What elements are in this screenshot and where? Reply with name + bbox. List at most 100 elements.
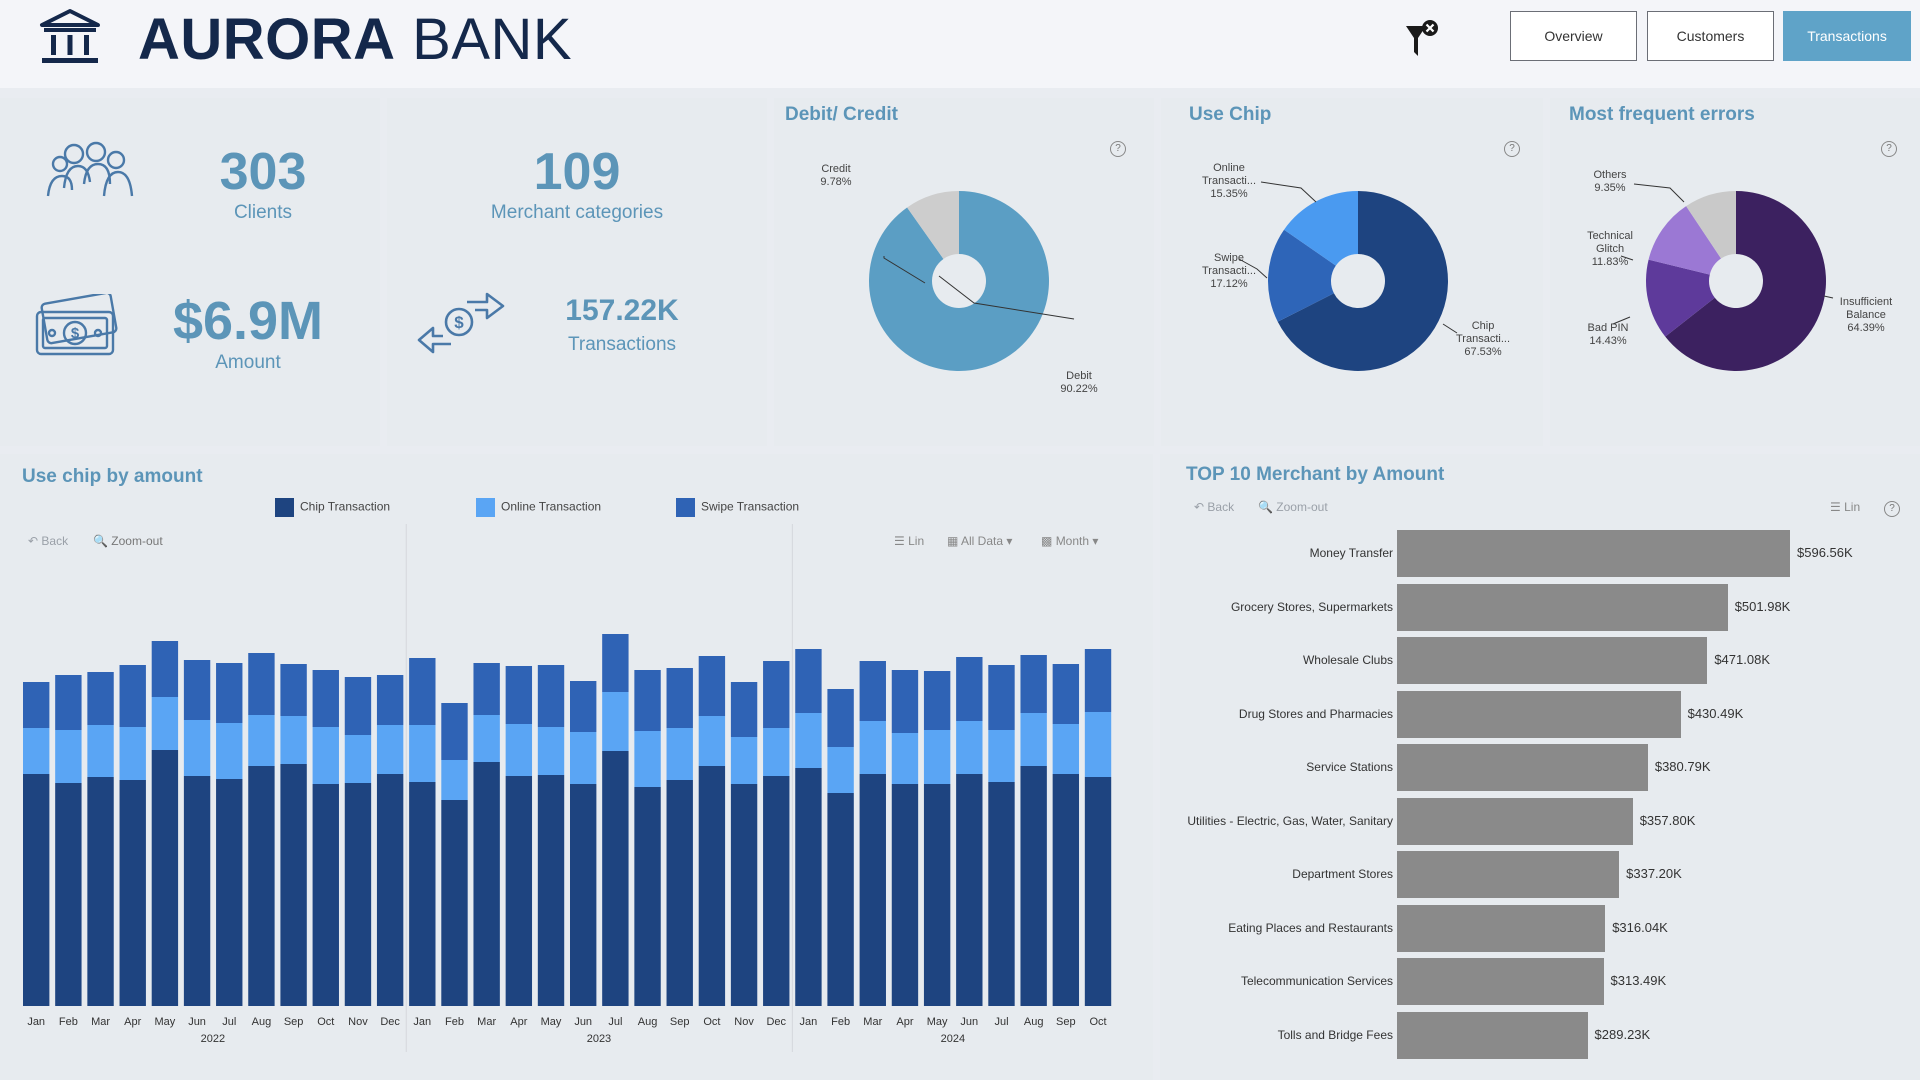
bar-swipe-transaction[interactable] xyxy=(441,703,468,760)
month-dropdown[interactable]: ▩ Month ▾ xyxy=(1041,534,1098,548)
zoom-out-button[interactable]: 🔍 Zoom-out xyxy=(93,534,163,548)
bar-chip-transaction[interactable] xyxy=(1084,777,1112,1006)
bar-chip-transaction[interactable] xyxy=(23,774,50,1006)
back-button[interactable]: ↶ Back xyxy=(28,534,69,548)
bar-swipe-transaction[interactable] xyxy=(891,670,919,733)
bar-chip-transaction[interactable] xyxy=(795,768,822,1006)
bar-swipe-transaction[interactable] xyxy=(1084,649,1112,712)
bar-swipe-transaction[interactable] xyxy=(956,657,983,721)
merchant-bar-utilities-electric-gas-water-sanitary[interactable] xyxy=(1397,797,1633,845)
bar-chip-transaction[interactable] xyxy=(505,776,533,1006)
bar-swipe-transaction[interactable] xyxy=(570,681,597,732)
help-icon[interactable]: ? xyxy=(1884,501,1900,517)
slice-swipe-transaction[interactable] xyxy=(1268,229,1336,322)
slice-technical-glitch[interactable] xyxy=(1648,206,1722,275)
bar-online-transaction[interactable] xyxy=(698,716,726,766)
bar-chip-transaction[interactable] xyxy=(55,783,82,1006)
bar-chip-transaction[interactable] xyxy=(87,777,114,1006)
bar-online-transaction[interactable] xyxy=(119,727,146,780)
bar-online-transaction[interactable] xyxy=(409,725,436,782)
help-icon[interactable]: ? xyxy=(1504,141,1520,157)
slice-insufficient-balance[interactable] xyxy=(1665,191,1826,371)
bar-online-transaction[interactable] xyxy=(441,760,468,800)
bar-chip-transaction[interactable] xyxy=(827,793,854,1006)
bar-online-transaction[interactable] xyxy=(891,733,919,784)
bar-swipe-transaction[interactable] xyxy=(183,660,211,720)
bar-chip-transaction[interactable] xyxy=(666,780,693,1006)
bar-online-transaction[interactable] xyxy=(730,737,758,784)
bar-swipe-transaction[interactable] xyxy=(698,656,726,716)
bar-swipe-transaction[interactable] xyxy=(730,682,758,737)
bar-swipe-transaction[interactable] xyxy=(344,677,372,735)
bar-chip-transaction[interactable] xyxy=(537,775,565,1006)
bar-swipe-transaction[interactable] xyxy=(23,682,50,728)
legend-online-transaction[interactable]: Online Transaction xyxy=(476,498,601,517)
bar-online-transaction[interactable] xyxy=(1020,713,1047,766)
bar-online-transaction[interactable] xyxy=(763,728,790,776)
bar-chip-transaction[interactable] xyxy=(923,784,951,1006)
bar-online-transaction[interactable] xyxy=(1052,724,1080,774)
slice-others[interactable] xyxy=(1686,191,1736,259)
bar-chip-transaction[interactable] xyxy=(698,766,726,1006)
bar-swipe-transaction[interactable] xyxy=(151,641,179,697)
bar-chip-transaction[interactable] xyxy=(280,764,307,1006)
bar-online-transaction[interactable] xyxy=(859,721,886,774)
bar-chip-transaction[interactable] xyxy=(763,776,790,1006)
bar-chip-transaction[interactable] xyxy=(730,784,758,1006)
bar-online-transaction[interactable] xyxy=(183,720,211,776)
bar-chip-transaction[interactable] xyxy=(151,750,179,1006)
bar-online-transaction[interactable] xyxy=(956,721,983,774)
lin-toggle[interactable]: ☰ Lin xyxy=(1830,500,1860,514)
bar-online-transaction[interactable] xyxy=(666,728,693,780)
bar-online-transaction[interactable] xyxy=(923,730,951,784)
bar-swipe-transaction[interactable] xyxy=(119,665,146,727)
bar-chip-transaction[interactable] xyxy=(1020,766,1047,1006)
bar-chip-transaction[interactable] xyxy=(376,774,404,1006)
bar-swipe-transaction[interactable] xyxy=(248,653,275,715)
bar-chip-transaction[interactable] xyxy=(859,774,886,1006)
bar-chip-transaction[interactable] xyxy=(312,784,339,1006)
merchant-bar-service-stations[interactable] xyxy=(1397,744,1648,791)
help-icon[interactable]: ? xyxy=(1881,141,1897,157)
bar-online-transaction[interactable] xyxy=(151,697,179,750)
bar-swipe-transaction[interactable] xyxy=(1052,664,1080,724)
bar-swipe-transaction[interactable] xyxy=(216,663,243,723)
merchant-bar-drug-stores-and-pharmacies[interactable] xyxy=(1397,690,1681,738)
slice-chip-transaction[interactable] xyxy=(1277,191,1448,372)
slice-credit[interactable] xyxy=(907,191,959,259)
zoom-out-button[interactable]: 🔍 Zoom-out xyxy=(1258,500,1328,514)
bar-chip-transaction[interactable] xyxy=(891,784,919,1006)
bar-swipe-transaction[interactable] xyxy=(859,661,886,721)
bar-online-transaction[interactable] xyxy=(473,715,500,762)
slice-debit[interactable] xyxy=(869,191,1049,371)
bar-online-transaction[interactable] xyxy=(55,730,82,783)
bar-online-transaction[interactable] xyxy=(248,715,275,766)
bar-online-transaction[interactable] xyxy=(988,730,1015,782)
bar-swipe-transaction[interactable] xyxy=(280,664,307,716)
bar-chip-transaction[interactable] xyxy=(602,751,629,1006)
bar-online-transaction[interactable] xyxy=(312,727,339,784)
bar-chip-transaction[interactable] xyxy=(344,783,372,1006)
bar-swipe-transaction[interactable] xyxy=(634,670,661,731)
bar-online-transaction[interactable] xyxy=(23,728,50,774)
legend-chip-transaction[interactable]: Chip Transaction xyxy=(275,498,390,517)
bar-swipe-transaction[interactable] xyxy=(666,668,693,728)
bar-online-transaction[interactable] xyxy=(344,735,372,783)
bar-swipe-transaction[interactable] xyxy=(505,666,533,724)
merchant-bar-eating-places-and-restaurants[interactable] xyxy=(1397,904,1606,952)
bar-chip-transaction[interactable] xyxy=(1052,774,1080,1006)
nav-transactions-button[interactable]: Transactions xyxy=(1783,11,1911,61)
bar-swipe-transaction[interactable] xyxy=(763,661,790,728)
bar-chip-transaction[interactable] xyxy=(441,800,468,1006)
bar-swipe-transaction[interactable] xyxy=(827,689,854,747)
bar-swipe-transaction[interactable] xyxy=(409,658,436,725)
bar-swipe-transaction[interactable] xyxy=(87,672,114,725)
bar-chip-transaction[interactable] xyxy=(183,776,211,1006)
bar-chip-transaction[interactable] xyxy=(570,784,597,1006)
back-button[interactable]: ↶ Back xyxy=(1194,500,1235,514)
legend-swipe-transaction[interactable]: Swipe Transaction xyxy=(676,498,799,517)
bar-swipe-transaction[interactable] xyxy=(602,634,629,692)
bar-chip-transaction[interactable] xyxy=(119,780,146,1006)
slice-bad-pin[interactable] xyxy=(1646,259,1715,337)
bar-chip-transaction[interactable] xyxy=(248,766,275,1006)
